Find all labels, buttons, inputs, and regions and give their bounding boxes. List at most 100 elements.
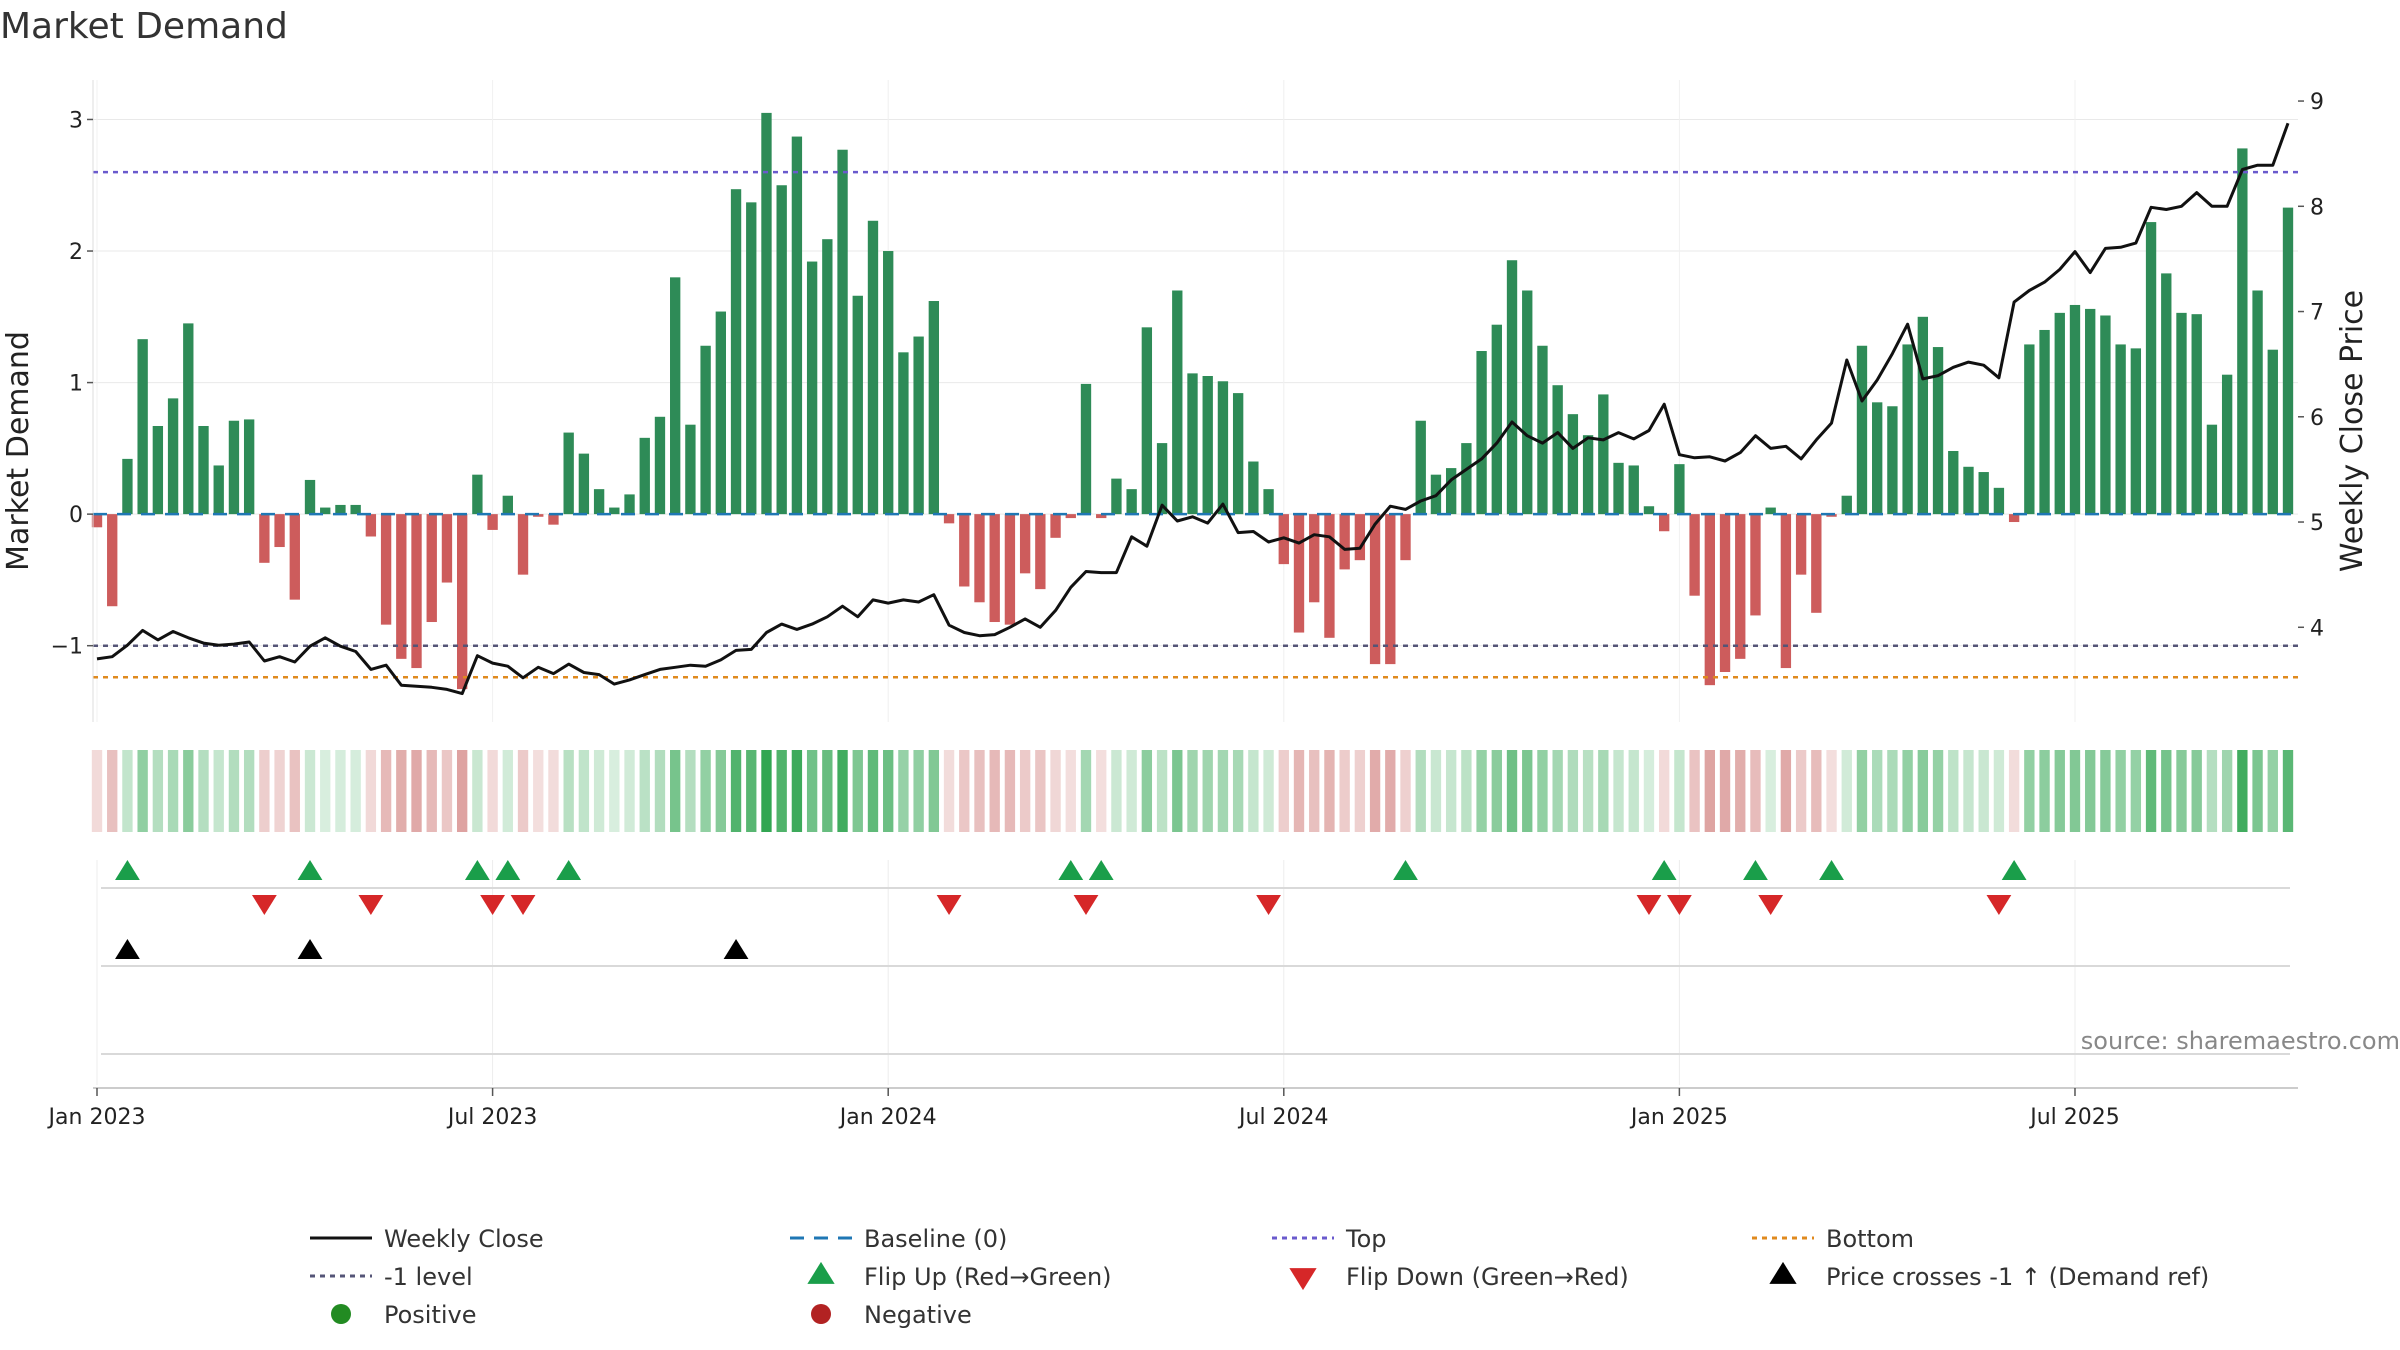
demand-bar bbox=[1993, 487, 2005, 515]
heat-cell bbox=[1385, 750, 1396, 832]
demand-bar bbox=[456, 514, 468, 690]
demand-bar bbox=[243, 419, 255, 515]
legend-item: Bottom bbox=[1752, 1225, 1914, 1253]
demand-bar bbox=[167, 398, 179, 515]
demand-bar bbox=[791, 136, 803, 515]
demand-bar bbox=[1506, 260, 1518, 515]
heat-cell bbox=[867, 750, 879, 832]
heat-cell bbox=[456, 750, 468, 832]
heat-cell bbox=[517, 750, 529, 832]
demand-bar bbox=[593, 489, 605, 515]
demand-bar bbox=[578, 453, 590, 515]
heat-cell bbox=[380, 750, 392, 832]
demand-bar bbox=[1445, 468, 1457, 515]
heat-cell bbox=[350, 750, 361, 832]
heat-cell bbox=[2039, 750, 2050, 832]
flip-up-marker bbox=[1058, 860, 1084, 880]
flip-up-marker bbox=[464, 860, 490, 880]
demand-bar bbox=[1932, 347, 1944, 515]
demand-bar bbox=[228, 420, 240, 515]
event-markers bbox=[101, 860, 2290, 1055]
demand-bar bbox=[2069, 304, 2081, 515]
heat-cell bbox=[2054, 750, 2065, 832]
heat-cell bbox=[1780, 750, 1792, 832]
demand-bar bbox=[1156, 443, 1168, 515]
demand-bar bbox=[806, 261, 818, 515]
demand-bar bbox=[1111, 478, 1122, 515]
demand-bar bbox=[1263, 489, 1274, 515]
demand-bar bbox=[91, 514, 103, 528]
heat-cell bbox=[1887, 750, 1898, 832]
heat-cell bbox=[1187, 750, 1198, 832]
heat-cell bbox=[152, 750, 164, 832]
heat-cell bbox=[1902, 750, 1913, 832]
heat-cell bbox=[1126, 750, 1137, 832]
legend-item: Negative bbox=[811, 1301, 972, 1329]
flip-up-marker bbox=[1651, 860, 1677, 880]
legend-label: Top bbox=[1345, 1225, 1387, 1253]
heat-cell bbox=[1765, 750, 1776, 832]
legend-item: Baseline (0) bbox=[790, 1225, 1007, 1253]
demand-bar bbox=[2221, 374, 2233, 515]
heat-cell bbox=[2085, 750, 2096, 832]
heat-cell bbox=[593, 750, 605, 832]
demand-bar bbox=[1552, 385, 1563, 515]
heat-cell bbox=[1932, 750, 1944, 832]
heat-cell bbox=[167, 750, 179, 832]
heat-cell bbox=[396, 750, 407, 832]
heat-cell bbox=[1552, 750, 1563, 832]
heat-cell bbox=[2191, 750, 2202, 832]
demand-bar bbox=[1978, 472, 1989, 515]
heat-cell bbox=[1019, 750, 1031, 832]
y2-tick-label: 7 bbox=[2310, 301, 2324, 326]
heat-cell bbox=[1811, 750, 1822, 832]
demand-bar bbox=[715, 311, 726, 515]
demand-bar bbox=[1780, 514, 1792, 669]
flip-up-marker bbox=[556, 860, 582, 880]
demand-bar bbox=[1461, 443, 1472, 515]
heat-cell bbox=[2267, 750, 2278, 832]
demand-bar bbox=[654, 416, 666, 515]
heat-cell bbox=[1430, 750, 1442, 832]
demand-bar bbox=[1369, 514, 1381, 665]
legend-label: Baseline (0) bbox=[864, 1225, 1007, 1253]
demand-bar bbox=[320, 507, 331, 515]
demand-bars bbox=[91, 112, 2294, 690]
demand-bar bbox=[2130, 348, 2142, 515]
demand-bar bbox=[350, 504, 361, 515]
demand-bar bbox=[1567, 414, 1579, 515]
demand-bar bbox=[2237, 148, 2248, 515]
heat-cell bbox=[989, 750, 1000, 832]
heat-cell bbox=[1598, 750, 1609, 832]
heat-cell bbox=[1735, 750, 1746, 832]
heat-cell bbox=[837, 750, 848, 832]
heat-cell bbox=[1491, 750, 1502, 832]
demand-bar bbox=[1187, 373, 1198, 515]
heat-cell bbox=[320, 750, 331, 832]
x-tick-label: Jul 2024 bbox=[1237, 1105, 1329, 1130]
demand-bar bbox=[2267, 349, 2278, 515]
demand-bar bbox=[1096, 514, 1107, 519]
demand-bar bbox=[1872, 402, 1883, 515]
demand-bar bbox=[1019, 514, 1031, 574]
demand-bar bbox=[2206, 424, 2218, 515]
demand-bar bbox=[517, 514, 529, 575]
demand-bar bbox=[1324, 514, 1335, 638]
heat-cell bbox=[426, 750, 437, 832]
legend-item: Positive bbox=[331, 1301, 477, 1329]
heat-cell bbox=[2145, 750, 2157, 832]
legend-label: Bottom bbox=[1826, 1225, 1914, 1253]
heat-cell bbox=[1263, 750, 1274, 832]
demand-bar bbox=[426, 514, 437, 623]
heat-cell bbox=[502, 750, 513, 832]
demand-bar bbox=[1080, 383, 1092, 515]
demand-bar bbox=[2145, 222, 2157, 515]
heat-cell bbox=[487, 750, 498, 832]
heat-cell bbox=[1080, 750, 1092, 832]
demand-bar bbox=[1400, 514, 1411, 561]
y2-tick-label: 5 bbox=[2310, 511, 2324, 536]
heat-cell bbox=[1978, 750, 1989, 832]
heat-cell bbox=[1841, 750, 1852, 832]
demand-bar bbox=[335, 504, 346, 515]
demand-bar bbox=[1811, 514, 1822, 613]
